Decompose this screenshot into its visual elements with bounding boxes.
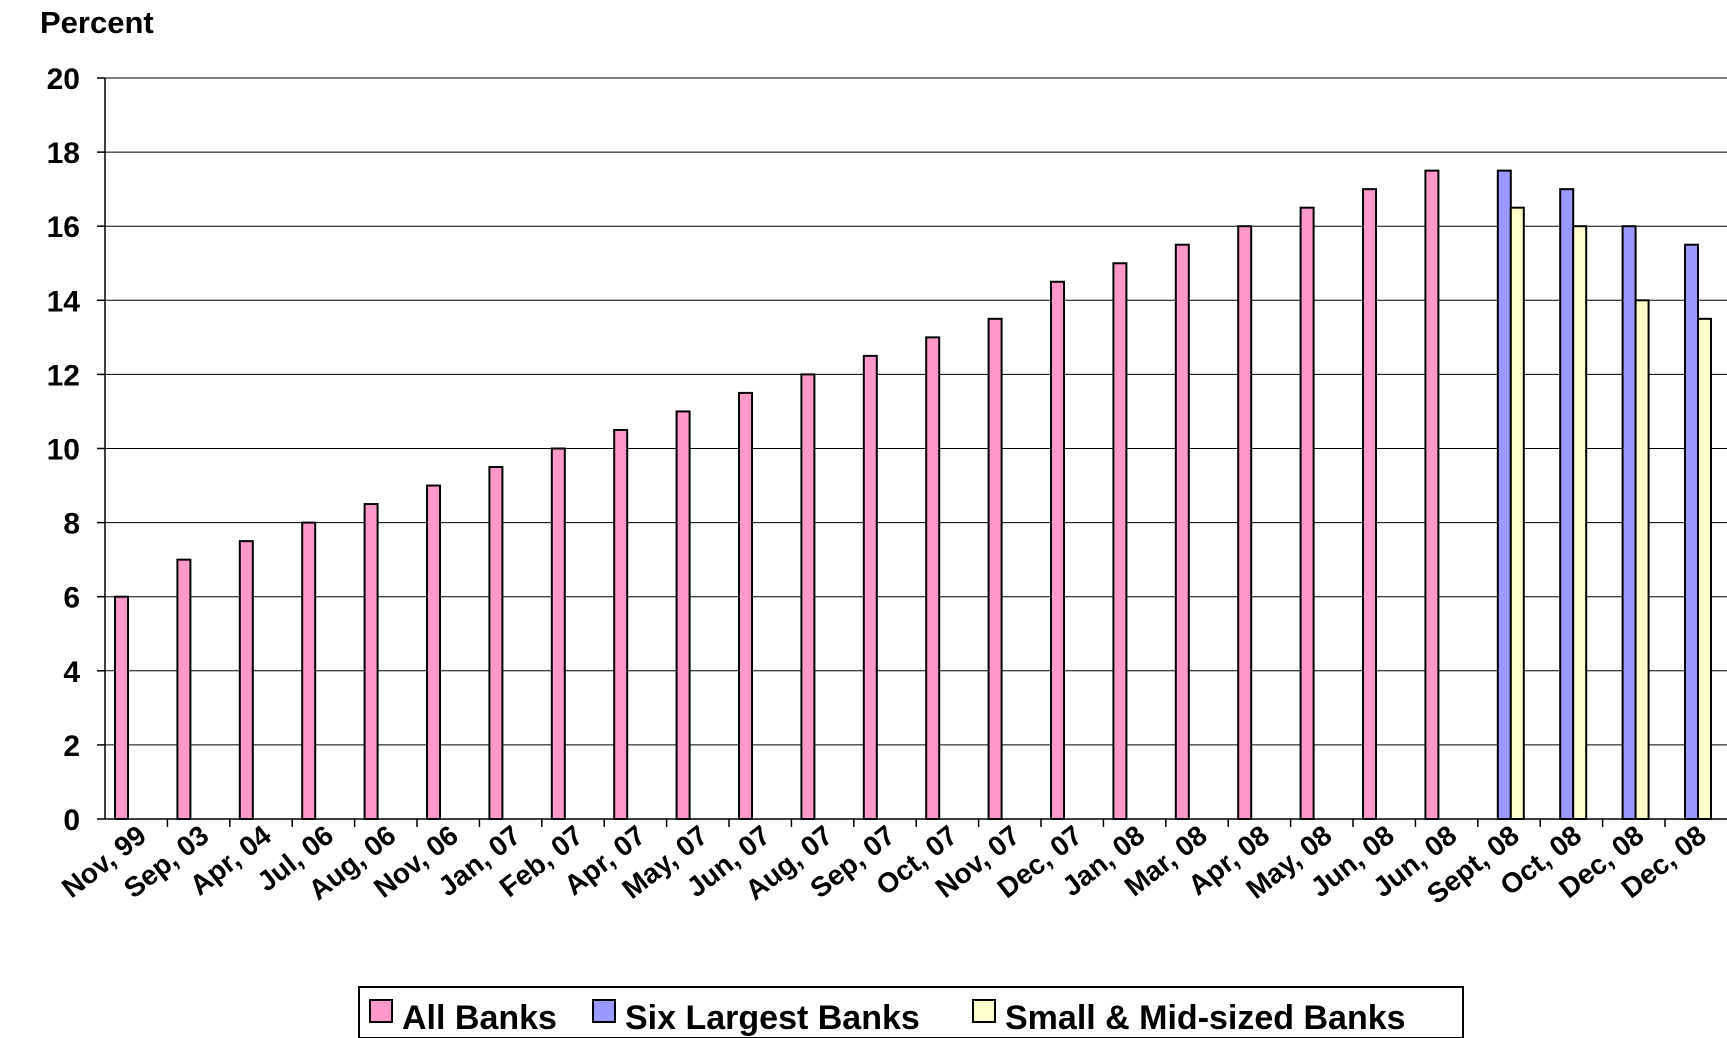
bar-all-banks: [862, 354, 878, 820]
bar-all-banks: [987, 317, 1003, 820]
legend-label-six-largest-banks: Six Largest Banks: [625, 999, 920, 1037]
bar-all-banks: [738, 391, 753, 820]
legend: All Banks Six Largest Banks Small & Mid-…: [358, 986, 1464, 1038]
gridlines: [105, 77, 1727, 746]
bar-all-banks: [301, 521, 317, 820]
bar-all-banks: [176, 558, 192, 821]
bar-six-largest-banks: [1496, 169, 1512, 820]
bar-all-banks: [1424, 169, 1440, 820]
bar-all-banks: [1362, 188, 1377, 820]
y-axis-ticks: 0 2 4 6 8 10 12 14 16 18 20: [47, 63, 105, 837]
bar-small-mid-sized-banks: [1572, 225, 1588, 820]
bar-small-mid-sized-banks: [1697, 317, 1712, 820]
legend-swatch-six-largest-banks: [592, 999, 616, 1023]
bar-small-mid-sized-banks: [1509, 206, 1525, 821]
legend-swatch-small-mid-sized-banks: [972, 999, 996, 1023]
legend-swatch-all-banks: [369, 999, 393, 1023]
y-tick-label: 16: [47, 211, 80, 244]
bar-six-largest-banks: [1684, 243, 1699, 821]
legend-box: [358, 986, 1464, 1038]
bar-six-largest-banks: [1559, 188, 1575, 820]
y-tick-label: 0: [63, 804, 80, 837]
bar-all-banks: [1237, 225, 1253, 820]
bar-all-banks: [675, 410, 691, 820]
bar-all-banks: [800, 373, 816, 820]
y-tick-label: 4: [63, 656, 80, 689]
bar-all-banks: [550, 447, 566, 820]
y-tick-label: 18: [47, 137, 80, 170]
bar-all-banks: [1050, 280, 1065, 820]
y-axis-label: Percent: [40, 5, 154, 40]
bar-all-banks: [114, 595, 129, 821]
bar-all-banks: [488, 466, 504, 820]
bar-all-banks: [1174, 243, 1190, 821]
y-tick-label: 6: [63, 582, 80, 615]
bar-all-banks: [238, 540, 254, 820]
bar-all-banks: [363, 503, 379, 820]
bars: [114, 169, 1712, 821]
bar-all-banks: [1299, 206, 1315, 821]
bar-all-banks: [426, 484, 441, 820]
legend-label-all-banks: All Banks: [402, 999, 557, 1037]
y-tick-label: 2: [63, 730, 80, 763]
bar-six-largest-banks: [1621, 225, 1637, 820]
bar-all-banks: [1112, 262, 1128, 820]
y-tick-label: 14: [47, 285, 81, 318]
legend-label-small-mid-sized-banks: Small & Mid-sized Banks: [1005, 999, 1406, 1037]
y-tick-label: 12: [47, 359, 80, 392]
bar-small-mid-sized-banks: [1634, 299, 1650, 820]
y-tick-label: 20: [47, 63, 80, 96]
y-tick-label: 8: [63, 508, 80, 541]
bar-all-banks: [613, 428, 629, 820]
bar-all-banks: [925, 336, 941, 820]
y-tick-label: 10: [47, 434, 80, 467]
